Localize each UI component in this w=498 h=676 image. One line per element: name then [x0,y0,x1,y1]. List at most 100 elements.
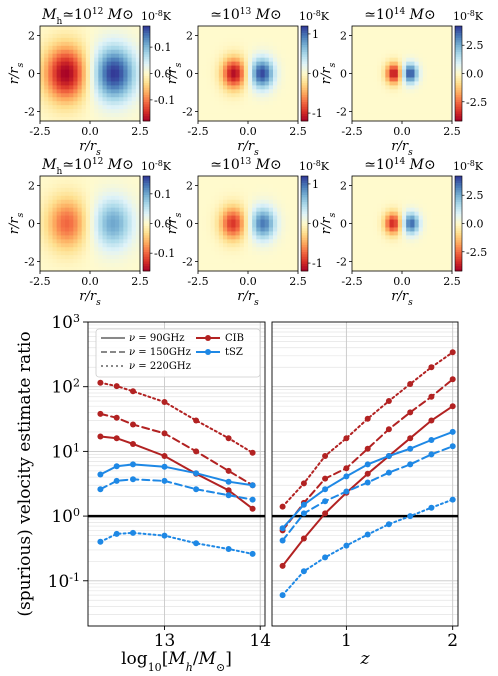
colorbar-segment [143,214,150,217]
heatmap-cell [102,37,108,43]
heatmap-cell [223,105,228,110]
heatmap-cell [94,215,99,220]
heatmap-cell [393,219,399,224]
heatmap-cell [227,37,232,43]
heatmap-cell [289,97,295,102]
heatmap-cell [264,187,270,193]
heatmap-cell [277,81,282,86]
heatmap-cell [293,93,299,98]
heatmap-cell [123,207,128,213]
heatmap-cell [48,251,53,256]
heatmap-cell [443,267,449,272]
heatmap-cell [135,207,141,213]
heatmap-cell [260,223,266,228]
heatmap-cell [439,255,445,260]
heatmap-cell [360,251,365,256]
heatmap-cell [231,195,236,201]
heatmap-cell [397,53,403,59]
heatmap-cell [77,231,83,236]
colorbar-segment [143,223,150,227]
heatmap-cell [248,65,253,70]
heatmap-cell [231,89,236,94]
heatmap-cell [248,239,253,244]
heatmap-cell [385,243,390,248]
heatmap-cell [218,89,224,94]
heatmap-cell [60,267,66,272]
heatmap-cell [410,259,415,264]
heatmap-cell [264,179,270,185]
heatmap-cell [127,179,133,185]
label-main: r/r [79,289,97,304]
heatmap-cell [360,45,365,51]
colorbar-segment [455,247,462,250]
heatmap-cell [243,105,249,110]
heatmap-cell [443,61,449,66]
heatmap-cell [385,37,390,43]
heatmap-cell [427,97,432,102]
heatmap-cell [73,179,78,185]
heatmap-cell [227,259,232,264]
heatmap-cell [214,109,220,114]
heatmap-cell [40,259,45,264]
heatmap-cell [406,105,411,110]
heatmap-cell [393,223,399,228]
heatmap-cell [98,57,103,63]
heatmap-cell [206,65,211,70]
heatmap-cell [248,176,253,181]
colorbar-segment [301,52,308,55]
heatmap-cell [131,109,137,114]
heatmap-cell [65,89,70,94]
heatmap-cell [402,109,407,114]
heatmap-cell [52,231,58,236]
heatmap-cell [90,77,95,82]
heatmap-cell [65,203,70,209]
heatmap-cell [81,61,87,66]
colorbar-segment [455,233,462,236]
heatmap-cell [381,97,386,102]
heatmap-cell [65,219,70,224]
heatmap-cell [119,235,124,240]
heatmap-cell [252,223,257,228]
x-tick-label: 2.5 [289,275,307,288]
heatmap-panel-row2-col2: -2.5 0.0 2.520-2r/rsr/rs [165,175,307,308]
heatmap-cell [60,215,66,220]
heatmap-cell [48,26,53,31]
heatmap-cell [223,195,228,201]
colorbar-segment [143,176,150,179]
heatmap-cell [60,227,66,232]
heatmap-cell [94,77,99,82]
heatmap-cell [56,183,62,189]
heatmap-cell [85,33,91,39]
heatmap-cell [447,179,453,185]
heatmap-cell [198,65,203,70]
heatmap-cell [360,113,365,118]
heatmap-cell [372,65,378,70]
heatmap-cell [131,37,137,43]
heatmap-cell [277,73,282,78]
heatmap-cell [119,49,124,55]
heatmap-cell [40,69,45,74]
heatmap-cell [243,49,249,55]
heatmap-cell [231,223,236,228]
heatmap-cell [123,45,128,51]
heatmap-cell [127,235,133,240]
colorbar-segment [301,87,308,91]
heatmap-cell [115,219,120,224]
heatmap-cell [414,29,420,35]
heatmap-cell [273,191,278,197]
heatmap-cell [210,219,216,224]
heatmap-cell [360,195,365,201]
heatmap-cell [48,89,53,94]
heatmap-cell [102,33,108,39]
heatmap-cell [85,117,91,122]
heatmap-cell [281,109,286,114]
heatmap-cell [377,61,382,66]
heatmap-cell [60,57,66,63]
heatmap-cell [90,183,95,189]
heatmap-cell [372,247,378,252]
heatmap-cell [410,53,415,59]
heatmap-cell [248,263,253,268]
heatmap-cell [360,211,365,216]
heatmap-cell [235,199,241,205]
heatmap-cell [223,85,228,90]
